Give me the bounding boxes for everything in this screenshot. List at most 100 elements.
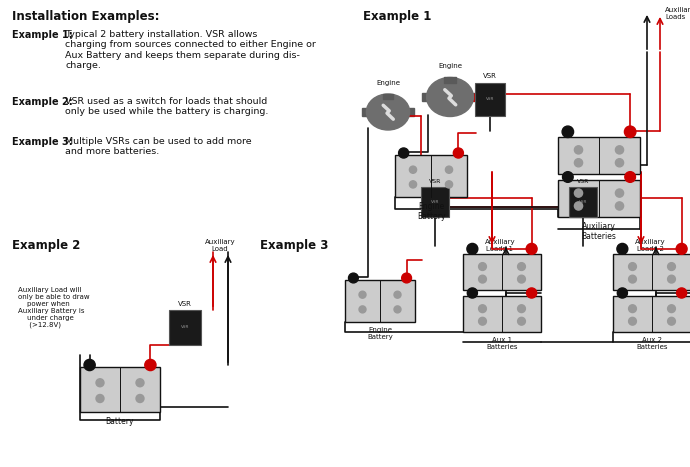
Circle shape bbox=[409, 166, 417, 173]
Bar bbox=[169, 310, 201, 345]
Bar bbox=[463, 254, 541, 290]
Circle shape bbox=[359, 291, 366, 298]
Text: Auxiliary
Loads: Auxiliary Loads bbox=[665, 7, 690, 20]
Text: Example 3: Example 3 bbox=[260, 239, 328, 252]
Circle shape bbox=[518, 275, 525, 283]
Circle shape bbox=[84, 360, 95, 371]
Circle shape bbox=[618, 288, 627, 298]
Ellipse shape bbox=[366, 94, 410, 130]
Bar bbox=[405, 108, 414, 116]
Circle shape bbox=[348, 273, 358, 283]
Bar bbox=[395, 155, 467, 197]
Bar bbox=[80, 367, 160, 412]
Circle shape bbox=[145, 360, 156, 371]
Bar bbox=[444, 77, 455, 83]
Circle shape bbox=[629, 275, 636, 283]
Circle shape bbox=[136, 395, 144, 403]
Circle shape bbox=[668, 318, 676, 325]
Text: Engine: Engine bbox=[376, 80, 400, 86]
Text: Aux 2
Batteries: Aux 2 Batteries bbox=[636, 337, 668, 350]
Circle shape bbox=[629, 318, 636, 325]
Circle shape bbox=[399, 148, 408, 158]
Circle shape bbox=[615, 159, 624, 167]
Circle shape bbox=[446, 166, 453, 173]
Bar bbox=[463, 296, 541, 332]
Bar bbox=[613, 296, 690, 332]
Circle shape bbox=[562, 172, 573, 182]
Text: Engine
Battery: Engine Battery bbox=[417, 202, 445, 221]
Text: VSR: VSR bbox=[577, 179, 589, 184]
Circle shape bbox=[668, 275, 676, 283]
Bar bbox=[613, 254, 690, 290]
Text: Example 2:: Example 2: bbox=[12, 97, 72, 107]
Circle shape bbox=[479, 318, 486, 325]
Text: Aux 1
Batteries: Aux 1 Batteries bbox=[486, 337, 518, 350]
Bar bbox=[383, 93, 393, 99]
Circle shape bbox=[453, 148, 464, 158]
Text: Example 1: Example 1 bbox=[363, 10, 431, 23]
Circle shape bbox=[668, 262, 676, 270]
Circle shape bbox=[479, 275, 486, 283]
Circle shape bbox=[518, 305, 525, 312]
Bar bbox=[558, 180, 640, 217]
Ellipse shape bbox=[426, 78, 473, 116]
Circle shape bbox=[574, 159, 582, 167]
Circle shape bbox=[677, 288, 687, 298]
Circle shape bbox=[615, 146, 624, 154]
Text: Engine: Engine bbox=[438, 63, 462, 69]
Text: Auxiliary
Load: Auxiliary Load bbox=[205, 239, 235, 252]
Circle shape bbox=[136, 379, 144, 387]
Circle shape bbox=[394, 306, 401, 313]
Text: VSR: VSR bbox=[579, 200, 587, 204]
Bar bbox=[345, 280, 415, 322]
Circle shape bbox=[394, 291, 401, 298]
Bar bbox=[362, 108, 371, 116]
Text: VSR: VSR bbox=[483, 73, 497, 79]
Circle shape bbox=[518, 262, 525, 270]
Bar bbox=[421, 187, 449, 217]
Text: Auxiliary
Loads 1: Auxiliary Loads 1 bbox=[484, 239, 515, 252]
Text: Auxiliary
Batteries: Auxiliary Batteries bbox=[582, 222, 616, 241]
Circle shape bbox=[409, 181, 417, 188]
Bar bbox=[422, 93, 431, 101]
Text: Battery: Battery bbox=[106, 417, 135, 426]
Text: VSR: VSR bbox=[178, 300, 192, 306]
Bar bbox=[469, 93, 478, 101]
Text: Example 1:: Example 1: bbox=[12, 30, 72, 40]
Text: Installation Examples:: Installation Examples: bbox=[12, 10, 159, 23]
Circle shape bbox=[574, 202, 582, 210]
Circle shape bbox=[467, 243, 477, 255]
Circle shape bbox=[562, 126, 573, 138]
Circle shape bbox=[526, 243, 537, 255]
Circle shape bbox=[96, 379, 104, 387]
Circle shape bbox=[676, 243, 687, 255]
Text: Engine
Battery: Engine Battery bbox=[367, 327, 393, 340]
Text: Auxiliary
Loads 2: Auxiliary Loads 2 bbox=[635, 239, 665, 252]
Text: Example 2: Example 2 bbox=[12, 239, 80, 252]
Circle shape bbox=[625, 172, 635, 182]
Text: VSR: VSR bbox=[431, 200, 440, 204]
Circle shape bbox=[574, 189, 582, 197]
Circle shape bbox=[629, 262, 636, 270]
Bar bbox=[558, 137, 640, 174]
Circle shape bbox=[617, 243, 628, 255]
Circle shape bbox=[629, 305, 636, 312]
Circle shape bbox=[479, 305, 486, 312]
Circle shape bbox=[615, 202, 624, 210]
Circle shape bbox=[359, 306, 366, 313]
Circle shape bbox=[467, 288, 477, 298]
Circle shape bbox=[526, 288, 537, 298]
Circle shape bbox=[668, 305, 676, 312]
Circle shape bbox=[479, 262, 486, 270]
Bar bbox=[569, 187, 597, 217]
Circle shape bbox=[96, 395, 104, 403]
Text: VSR: VSR bbox=[486, 97, 494, 101]
Circle shape bbox=[574, 146, 582, 154]
Circle shape bbox=[615, 189, 624, 197]
Text: Multiple VSRs can be used to add more
and more batteries.: Multiple VSRs can be used to add more an… bbox=[65, 137, 252, 156]
Text: VSR: VSR bbox=[428, 179, 441, 184]
Bar bbox=[475, 83, 505, 115]
Circle shape bbox=[518, 318, 525, 325]
Text: Example 3:: Example 3: bbox=[12, 137, 72, 147]
Text: VSR: VSR bbox=[181, 325, 189, 329]
